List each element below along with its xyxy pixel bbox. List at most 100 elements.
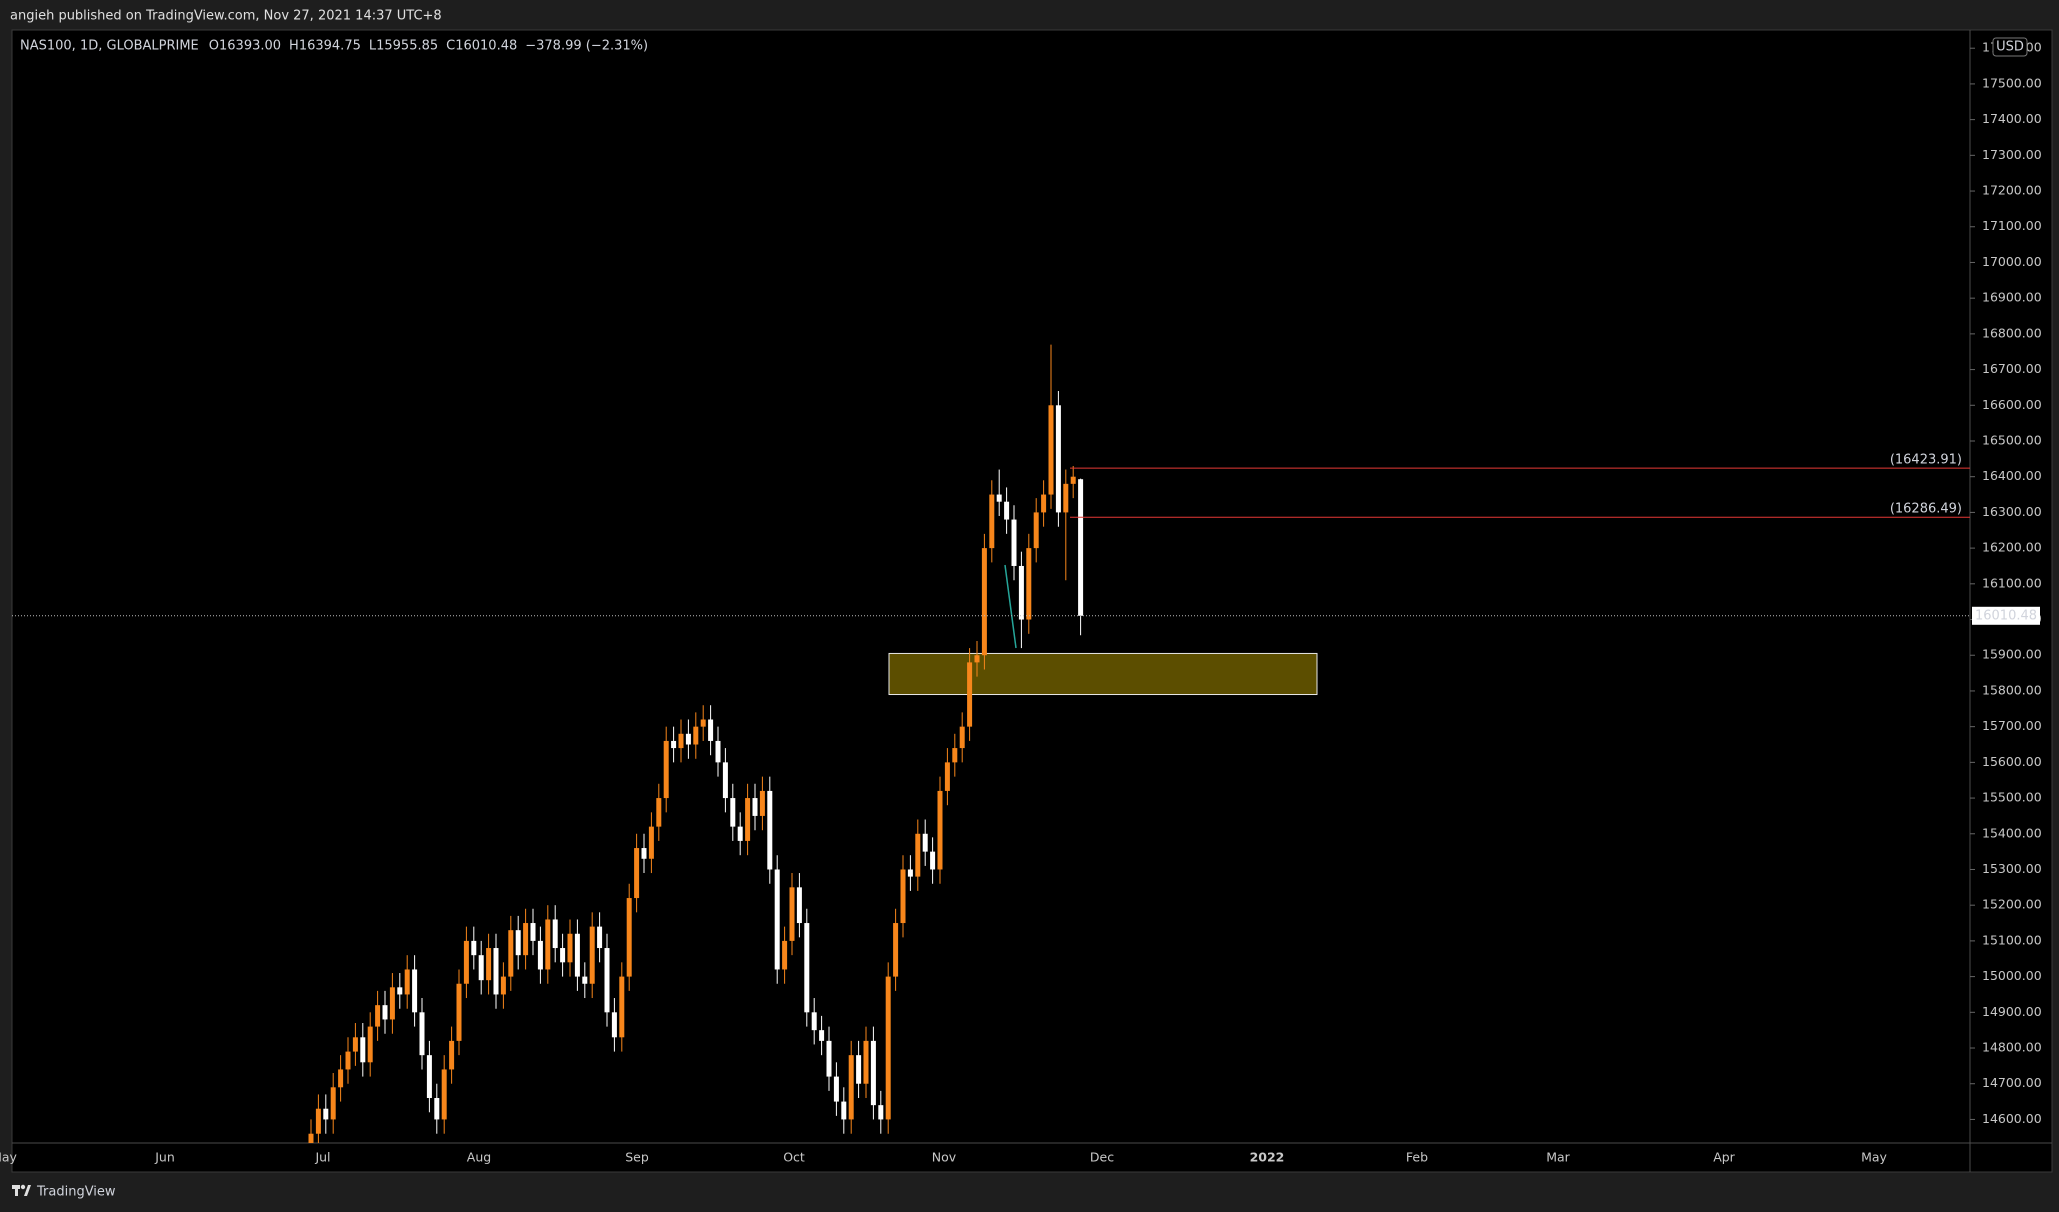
candle-body <box>641 848 647 859</box>
candle-body <box>604 948 610 1013</box>
y-tick-label: 15300.00 <box>1982 861 2042 876</box>
x-tick-label: 2022 <box>1250 1150 1285 1165</box>
candle-body <box>819 1030 825 1041</box>
candle-body <box>930 851 936 870</box>
y-tick-label: 14900.00 <box>1982 1004 2042 1019</box>
level-label: (16286.49) <box>1890 502 1962 517</box>
ohlc-legend: O 16393.00 H 16394.75 L 15955.85 C 16010.48 −378… <box>209 39 648 54</box>
candle-body <box>634 848 640 899</box>
zone-group <box>888 652 1318 696</box>
candle-body <box>589 926 595 984</box>
candle-body <box>782 940 788 970</box>
candle-body <box>389 987 395 1020</box>
candle-body <box>737 826 743 841</box>
y-tick-label: 15600.00 <box>1982 754 2042 769</box>
y-tick-label: 16900.00 <box>1982 290 2042 305</box>
candle-body <box>449 1040 455 1070</box>
candle-body <box>856 1055 862 1084</box>
candle-body <box>515 930 521 956</box>
candle-body <box>804 923 810 1013</box>
candle-body <box>708 719 714 741</box>
publisher: angieh published on TradingView.com, Nov… <box>10 9 442 24</box>
y-tick-label: 16800.00 <box>1982 325 2042 340</box>
zone <box>888 652 1318 696</box>
x-tick-label: Sep <box>625 1150 649 1165</box>
candle-body <box>567 933 573 963</box>
x-tick-label: Jun <box>154 1150 175 1165</box>
candle-body <box>1004 501 1010 520</box>
candle-body <box>375 1005 381 1027</box>
brand-logo <box>12 1184 31 1196</box>
candle-body <box>1011 519 1017 566</box>
last-price-box <box>1972 606 2040 625</box>
brand: TradingView <box>36 1185 116 1200</box>
candle-body <box>456 983 462 1041</box>
y-tick-label: 17500.00 <box>1982 75 2042 90</box>
candle-body <box>367 1026 373 1063</box>
candle-body <box>959 726 965 749</box>
y-tick-label: 15100.00 <box>1982 932 2042 947</box>
x-tick-label: Oct <box>783 1150 805 1165</box>
candle-body <box>685 733 691 745</box>
x-tick-label: Apr <box>1713 1150 1735 1165</box>
candle-body <box>907 869 913 877</box>
candle-body <box>752 798 758 816</box>
candle-body <box>478 955 484 981</box>
candle-body <box>789 887 795 941</box>
candle-body <box>500 976 506 995</box>
level-label: (16423.91) <box>1890 453 1962 468</box>
currency-badge <box>1992 37 2028 57</box>
candle-body <box>345 1051 351 1070</box>
candle-body <box>811 1012 817 1031</box>
candle-body <box>715 740 721 763</box>
y-tick-label: 16100.00 <box>1982 575 2042 590</box>
candle-body <box>648 826 654 859</box>
y-tick-label: 15800.00 <box>1982 682 2042 697</box>
x-tick-label: Mar <box>1546 1150 1570 1165</box>
candle-body <box>656 798 662 827</box>
candle-body <box>989 494 995 549</box>
legend-change: −378.99 (−2.31%) <box>525 39 648 54</box>
candle-body <box>441 1069 447 1120</box>
candle-body <box>397 987 403 995</box>
candle-body <box>885 976 891 1120</box>
candle-body <box>1070 476 1076 484</box>
candle-body <box>663 740 669 799</box>
y-tick-label: 17400.00 <box>1982 111 2042 126</box>
y-tick-label: 17200.00 <box>1982 183 2042 198</box>
y-tick-label: 14600.00 <box>1982 1111 2042 1126</box>
candle-body <box>611 1012 617 1038</box>
candle-body <box>315 1108 321 1134</box>
candle-body <box>774 869 780 970</box>
candle-body <box>678 733 684 749</box>
y-tick-label: 15500.00 <box>1982 790 2042 805</box>
candle-body <box>1018 565 1024 620</box>
y-tick-label: 15900.00 <box>1982 647 2042 662</box>
candle-body <box>560 948 566 963</box>
last-price-label: 16010.48 <box>1975 608 2037 623</box>
candle-body <box>878 1105 884 1120</box>
candle-body <box>434 1098 440 1120</box>
candle-body <box>996 494 1002 502</box>
y-tick-label: 17000.00 <box>1982 254 2042 269</box>
candle-body <box>730 798 736 827</box>
drawing-line <box>1004 564 1017 649</box>
candle-body <box>915 833 921 877</box>
candle-body <box>619 976 625 1038</box>
y-tick-label: 15400.00 <box>1982 825 2042 840</box>
candle-body <box>360 1037 366 1063</box>
candle-body <box>1033 512 1039 549</box>
candle-body <box>1048 405 1054 495</box>
candle-body <box>330 1087 336 1120</box>
candle-body <box>1026 548 1032 620</box>
y-tick-label: 16300.00 <box>1982 504 2042 519</box>
candle-body <box>552 919 558 949</box>
candle-body <box>900 869 906 924</box>
candle-body <box>952 748 958 763</box>
candle-body <box>767 790 773 870</box>
candle-body <box>671 740 677 749</box>
x-tick-label: Feb <box>1406 1150 1428 1165</box>
candles <box>308 344 1084 1143</box>
candle-body <box>308 1133 314 1143</box>
